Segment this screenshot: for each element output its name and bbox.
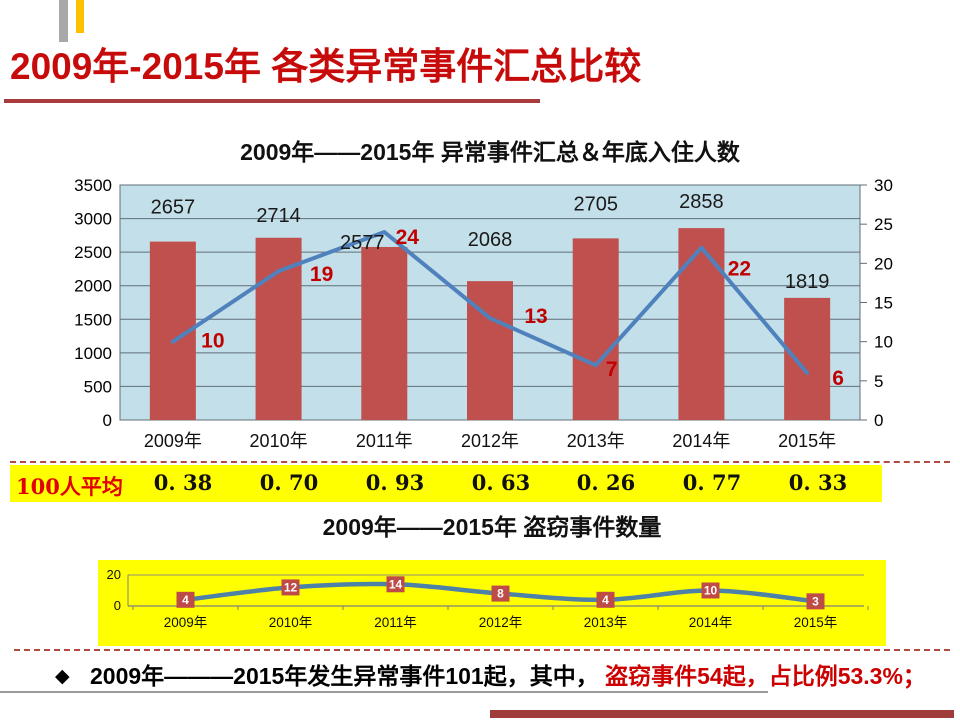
summary-bullet: ◆ 2009年———2015年发生异常事件101起，其中， 盗窃事件54起，占比… (55, 657, 935, 691)
svg-text:3500: 3500 (74, 176, 112, 195)
svg-text:5: 5 (874, 372, 883, 391)
svg-text:2010年: 2010年 (250, 431, 308, 451)
svg-text:20: 20 (107, 567, 121, 582)
svg-text:12: 12 (284, 580, 298, 594)
svg-text:7: 7 (606, 358, 618, 381)
theft-chart-panel: 20 0 4 12 14 8 4 10 3 2009年 2010年 2011年 2012年 2013年 20… (98, 560, 886, 646)
svg-text:3000: 3000 (74, 210, 112, 229)
diamond-bullet-icon: ◆ (55, 666, 70, 687)
svg-text:2013年: 2013年 (567, 431, 625, 451)
svg-text:2068: 2068 (468, 229, 513, 251)
footer-maroon-bar (490, 710, 954, 718)
dashed-separator-top (10, 461, 950, 463)
svg-text:10: 10 (201, 330, 224, 353)
svg-text:2705: 2705 (573, 193, 618, 215)
svg-text:2010年: 2010年 (269, 615, 313, 630)
average-value: 0. 26 (576, 470, 636, 495)
svg-text:2577: 2577 (340, 232, 385, 254)
svg-text:6: 6 (832, 367, 844, 390)
theft-line-chart: 20 0 4 12 14 8 4 10 3 2009年 2010年 2011年 2012年 2013年 20… (107, 567, 869, 630)
combo-bar-line-chart: 0 500 1000 1500 2000 2500 3000 3500 0 5 10 15 20 25 30… (74, 176, 893, 451)
slide-title: 2009年-2015年 各类异常事件汇总比较 (10, 46, 642, 87)
svg-text:2657: 2657 (151, 197, 196, 219)
title-underline (4, 99, 540, 103)
svg-text:2009年: 2009年 (164, 615, 208, 630)
svg-text:4: 4 (182, 593, 189, 607)
svg-text:2011年: 2011年 (374, 615, 417, 630)
average-value: 0. 63 (471, 470, 531, 495)
svg-text:30: 30 (874, 176, 893, 195)
svg-text:19: 19 (310, 263, 333, 286)
svg-text:0: 0 (874, 411, 883, 430)
svg-text:2500: 2500 (74, 243, 112, 262)
footer-gray-line (0, 691, 768, 693)
average-value: 0. 38 (153, 470, 213, 495)
svg-text:2009年: 2009年 (144, 431, 202, 451)
svg-text:2015年: 2015年 (794, 615, 838, 630)
svg-text:0: 0 (114, 598, 121, 613)
summary-text-red: 盗窃事件54起，占比例53.3%； (605, 663, 926, 689)
svg-text:1819: 1819 (785, 271, 830, 293)
bar-series (149, 228, 831, 420)
svg-text:10: 10 (874, 333, 893, 352)
svg-text:22: 22 (728, 258, 751, 281)
combo-chart-title: 2009年——2015年 异常事件汇总＆年底入住人数 (240, 139, 740, 165)
svg-text:2013年: 2013年 (584, 615, 628, 630)
decoration-gray-bar (59, 0, 68, 42)
svg-text:15: 15 (874, 294, 893, 313)
svg-text:20: 20 (874, 254, 893, 273)
svg-text:2012年: 2012年 (461, 431, 519, 451)
svg-text:1500: 1500 (74, 310, 112, 329)
average-value: 0. 77 (682, 470, 742, 495)
average-value: 0. 93 (365, 470, 425, 495)
svg-text:10: 10 (704, 584, 718, 598)
decoration-gold-bar (76, 0, 84, 33)
average-value: 0. 33 (788, 470, 848, 495)
svg-text:2858: 2858 (679, 191, 724, 213)
svg-text:13: 13 (524, 305, 547, 328)
svg-text:4: 4 (602, 593, 609, 607)
svg-text:14: 14 (389, 577, 403, 591)
svg-text:2014年: 2014年 (672, 431, 730, 451)
average-row-label: 100人平均 (16, 474, 123, 499)
svg-text:24: 24 (396, 226, 420, 249)
svg-text:3: 3 (812, 594, 819, 608)
svg-text:2011年: 2011年 (356, 431, 413, 451)
svg-text:0: 0 (103, 411, 112, 430)
summary-text-black: 2009年———2015年发生异常事件101起，其中， (90, 663, 599, 689)
svg-text:500: 500 (84, 377, 112, 396)
theft-chart-title: 2009年——2015年 盗窃事件数量 (322, 514, 662, 540)
line-series (170, 230, 810, 375)
average-per-100-row: 100人平均 0. 38 0. 70 0. 93 0. 63 0. 26 0. … (10, 465, 882, 502)
svg-text:2014年: 2014年 (689, 615, 733, 630)
theft-data-labels: 4 12 14 8 4 10 3 (176, 576, 825, 610)
svg-text:2012年: 2012年 (479, 615, 523, 630)
svg-text:2000: 2000 (74, 277, 112, 296)
svg-text:2714: 2714 (256, 205, 301, 227)
dashed-separator-bottom (14, 649, 950, 651)
svg-text:1000: 1000 (74, 344, 112, 363)
svg-text:25: 25 (874, 215, 893, 234)
average-value: 0. 70 (259, 470, 319, 495)
svg-text:2015年: 2015年 (778, 431, 836, 451)
svg-text:8: 8 (497, 587, 504, 601)
